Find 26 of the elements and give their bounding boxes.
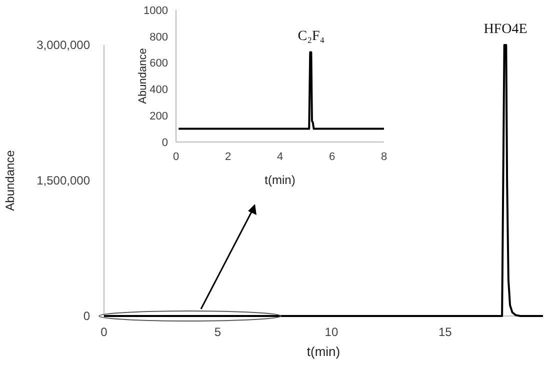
x-tick-label: 5 xyxy=(214,325,222,339)
annotation: HFO4E xyxy=(484,22,528,37)
y-tick-label: 0 xyxy=(162,136,168,149)
y-tick-label: 1000 xyxy=(144,4,168,17)
x-axis-title: t(min) xyxy=(264,173,296,187)
y-axis-title: Abundance xyxy=(3,150,17,211)
x-tick-label: 2 xyxy=(224,151,232,163)
y-tick-label: 200 xyxy=(150,110,168,122)
x-tick-label: 15 xyxy=(438,325,452,339)
x-tick-label: 6 xyxy=(328,151,336,163)
y-tick-label: 0 xyxy=(83,309,90,324)
y-tick-label: 800 xyxy=(150,31,168,44)
x-tick-label: 10 xyxy=(324,325,338,339)
y-tick-label: 600 xyxy=(150,58,168,70)
line-series xyxy=(103,44,544,317)
y-tick-label: 400 xyxy=(150,84,168,96)
y-tick-label: 3,000,000 xyxy=(36,38,90,52)
x-tick-label: 4 xyxy=(276,151,284,163)
annotation: C₂F₄ xyxy=(298,29,325,44)
x-tick-label: 0 xyxy=(100,325,108,339)
x-tick-label: 8 xyxy=(380,151,388,163)
x-tick-label: 0 xyxy=(172,151,180,163)
line-series xyxy=(178,51,385,130)
y-tick-label: 1,500,000 xyxy=(36,174,90,188)
x-axis-title: t(min) xyxy=(306,344,340,359)
y-axis-title: Abundance xyxy=(137,48,149,104)
